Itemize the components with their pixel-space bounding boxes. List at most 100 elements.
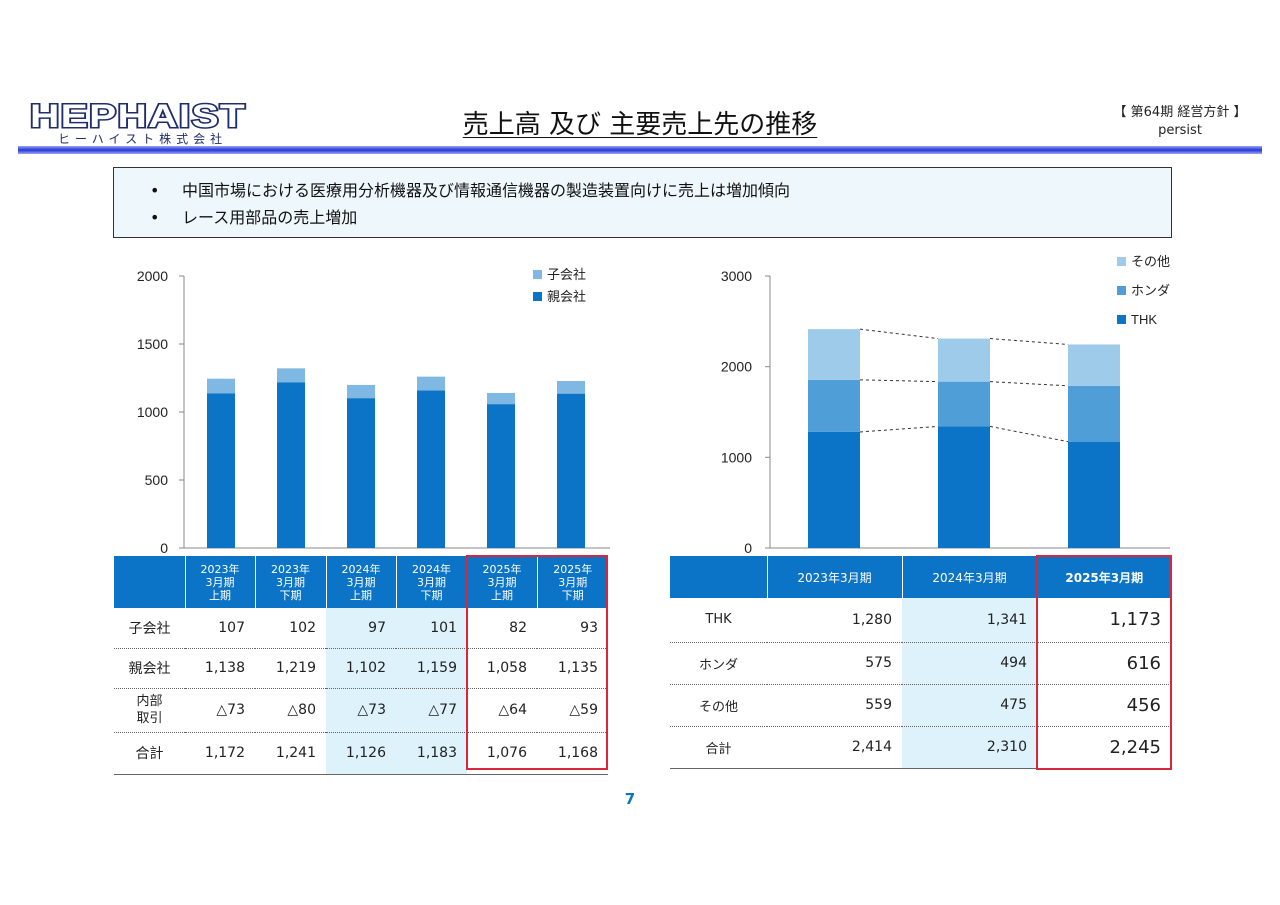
table-row: 親会社 1,138 1,219 1,102 1,159 1,058 1,135 bbox=[114, 648, 608, 689]
bar-segment bbox=[808, 431, 860, 548]
table-cell: 1,168 bbox=[537, 732, 608, 775]
column-header-line: 2024年 bbox=[341, 562, 381, 576]
table-cell: △73 bbox=[326, 688, 396, 733]
column-header-line: 3月期 bbox=[417, 575, 446, 589]
table-row: 合計 2,414 2,310 2,245 bbox=[670, 726, 1171, 769]
column-header-line: 上期 bbox=[350, 588, 372, 602]
table-cell: 2,245 bbox=[1037, 726, 1171, 769]
legend-label: 子会社 bbox=[547, 267, 586, 282]
bar-segment bbox=[557, 393, 585, 548]
column-header-line: 下期 bbox=[420, 588, 443, 602]
column-header: 2023年 3月期 下期 bbox=[255, 556, 327, 608]
legend-label: ホンダ bbox=[1131, 283, 1170, 298]
page-title: 売上高 及び 主要売上先の推移 bbox=[462, 110, 818, 140]
document-label: 【 第64期 経営方針 】 persist bbox=[1100, 104, 1260, 140]
column-header bbox=[114, 556, 186, 608]
bar-segment bbox=[417, 376, 445, 391]
column-header-line: 2023年 bbox=[271, 562, 310, 576]
header-rule bbox=[18, 146, 1262, 154]
legend-swatch bbox=[533, 270, 542, 279]
legend-label: その他 bbox=[1131, 254, 1170, 269]
y-tick-label: 1000 bbox=[137, 404, 168, 420]
table-cell: 1,159 bbox=[396, 648, 467, 689]
bar-segment bbox=[417, 390, 445, 548]
legend-label: 親会社 bbox=[547, 289, 586, 304]
table-row: 合計 1,172 1,241 1,126 1,183 1,076 1,168 bbox=[114, 732, 608, 775]
bar-segment bbox=[207, 378, 235, 394]
bar-segment bbox=[938, 426, 990, 548]
connector-line bbox=[859, 425, 939, 433]
column-header: 2023年 3月期 上期 bbox=[185, 556, 256, 608]
y-tick-label: 1000 bbox=[721, 449, 752, 465]
document-label-line1: 【 第64期 経営方針 】 bbox=[1113, 105, 1247, 120]
table-cell: 1,058 bbox=[467, 648, 537, 689]
bar-segment bbox=[277, 382, 305, 548]
row-label: 親会社 bbox=[114, 648, 185, 689]
column-header-line: 下期 bbox=[279, 588, 302, 602]
table-cell: 102 bbox=[255, 608, 326, 649]
bar-segment bbox=[1068, 441, 1120, 548]
table-cell: 1,173 bbox=[1037, 598, 1171, 643]
row-label-line: 親会社 bbox=[128, 661, 171, 677]
y-tick-label: 0 bbox=[160, 540, 168, 556]
table-cell: 1,172 bbox=[185, 732, 255, 775]
sales-by-entity-table: 2023年 3月期 上期 2023年 3月期 下期 2024年 3月期 上期 2024年 3月期 下期… bbox=[114, 556, 608, 775]
connector-line bbox=[989, 425, 1069, 443]
y-tick-label: 2000 bbox=[721, 359, 752, 375]
table-cell: 616 bbox=[1037, 642, 1171, 685]
row-label: その他 bbox=[670, 684, 767, 727]
column-header-line: 3月期 bbox=[487, 575, 517, 589]
row-label: 内部 取引 bbox=[114, 688, 185, 733]
sales-by-customer-table: 2023年3月期 2024年3月期 2025年3月期 THK 1,280 1,341 1,… bbox=[670, 556, 1171, 769]
table-header-row: 2023年 3月期 上期 2023年 3月期 下期 2024年 3月期 上期 2024年 3月期 下期… bbox=[114, 556, 608, 608]
column-header-line: 2025年 bbox=[482, 562, 522, 576]
column-header-line: 上期 bbox=[491, 588, 513, 602]
table-cell: 101 bbox=[396, 608, 467, 649]
y-tick-label: 2000 bbox=[137, 268, 168, 284]
row-label: 子会社 bbox=[114, 608, 185, 649]
bullet-marker: • bbox=[150, 208, 160, 227]
bar-segment bbox=[277, 368, 305, 383]
table-cell: △64 bbox=[467, 688, 537, 733]
column-header-line: 3月期 bbox=[205, 575, 235, 589]
column-header: 2024年 3月期 下期 bbox=[396, 556, 468, 608]
bar-segment bbox=[1068, 385, 1120, 442]
bar-segment bbox=[938, 381, 990, 427]
table-cell: 2,310 bbox=[902, 726, 1037, 769]
table-cell: △77 bbox=[396, 688, 467, 733]
table-row: THK 1,280 1,341 1,173 bbox=[670, 598, 1171, 643]
column-header-line: 下期 bbox=[561, 588, 584, 602]
table-cell: 456 bbox=[1037, 684, 1171, 727]
table-cell: 1,241 bbox=[255, 732, 326, 775]
y-tick-label: 1500 bbox=[137, 336, 168, 352]
column-header-line: 3月期 bbox=[346, 575, 376, 589]
connector-line bbox=[859, 328, 939, 340]
row-label: 合計 bbox=[670, 726, 767, 769]
column-header: 2025年 3月期 下期 bbox=[537, 556, 608, 608]
logo-text: HEPHAIST bbox=[30, 100, 246, 132]
table-cell: 1,219 bbox=[255, 648, 326, 689]
bullet-item: • レース用部品の売上増加 bbox=[150, 204, 1171, 231]
table-cell: 107 bbox=[185, 608, 255, 649]
column-header: 2024年 3月期 上期 bbox=[326, 556, 397, 608]
bar-segment bbox=[808, 379, 860, 432]
table-cell: 1,126 bbox=[326, 732, 396, 775]
summary-box: • 中国市場における医療用分析機器及び情報通信機器の製造装置向けに売上は増加傾向 … bbox=[113, 167, 1172, 238]
column-header: 2024年3月期 bbox=[902, 556, 1038, 598]
table-cell: 2,414 bbox=[767, 726, 902, 769]
row-label-line: 合計 bbox=[135, 746, 164, 762]
table-row: その他 559 475 456 bbox=[670, 684, 1171, 727]
connector-line bbox=[859, 379, 939, 383]
connector-line bbox=[989, 381, 1069, 387]
table-cell: 1,138 bbox=[185, 648, 255, 689]
bullet-text: レース用部品の売上増加 bbox=[182, 208, 358, 227]
table-cell: 494 bbox=[902, 642, 1037, 685]
bar-segment bbox=[808, 329, 860, 380]
legend-swatch bbox=[533, 292, 542, 301]
table-cell: 575 bbox=[767, 642, 902, 685]
table-cell: 93 bbox=[537, 608, 608, 649]
table-row: 内部 取引 △73 △80 △73 △77 △64 △59 bbox=[114, 688, 608, 733]
column-header: 2023年3月期 bbox=[767, 556, 903, 598]
company-logo: HEPHAIST ヒーハイスト株式会社 bbox=[28, 100, 248, 148]
